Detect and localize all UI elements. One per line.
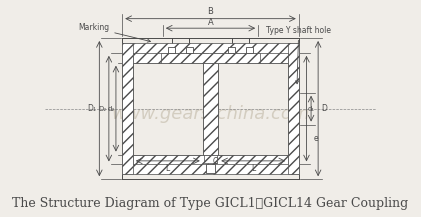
Bar	[133, 155, 208, 164]
Bar	[246, 46, 253, 53]
Bar	[204, 155, 217, 163]
Text: D₂: D₂	[99, 106, 107, 112]
Text: Type Y shaft hole: Type Y shaft hole	[266, 26, 331, 84]
Bar	[122, 155, 299, 174]
Bar	[168, 46, 175, 53]
Text: B: B	[208, 7, 213, 16]
Text: D: D	[322, 104, 328, 113]
Text: L: L	[251, 164, 255, 173]
Bar	[213, 53, 288, 63]
Text: L: L	[166, 164, 170, 173]
Text: d₂: d₂	[107, 106, 115, 112]
Text: e: e	[314, 134, 318, 143]
Text: D₁: D₁	[88, 104, 96, 113]
Bar	[288, 43, 299, 174]
Text: A: A	[208, 18, 213, 27]
Bar	[203, 63, 218, 155]
Text: d₁: d₁	[308, 106, 315, 112]
Bar	[228, 46, 235, 53]
Bar	[206, 164, 215, 173]
Bar	[122, 43, 299, 63]
Text: Marking: Marking	[78, 23, 150, 42]
Bar	[133, 53, 208, 63]
Bar	[186, 46, 193, 53]
Text: The Structure Diagram of Type GICL1～GICL14 Gear Coupling: The Structure Diagram of Type GICL1～GICL…	[12, 197, 409, 210]
Bar	[122, 43, 133, 174]
Bar	[161, 53, 260, 63]
Text: C: C	[213, 157, 218, 166]
Text: www.gears-china.com: www.gears-china.com	[111, 105, 310, 123]
Bar	[213, 155, 288, 164]
